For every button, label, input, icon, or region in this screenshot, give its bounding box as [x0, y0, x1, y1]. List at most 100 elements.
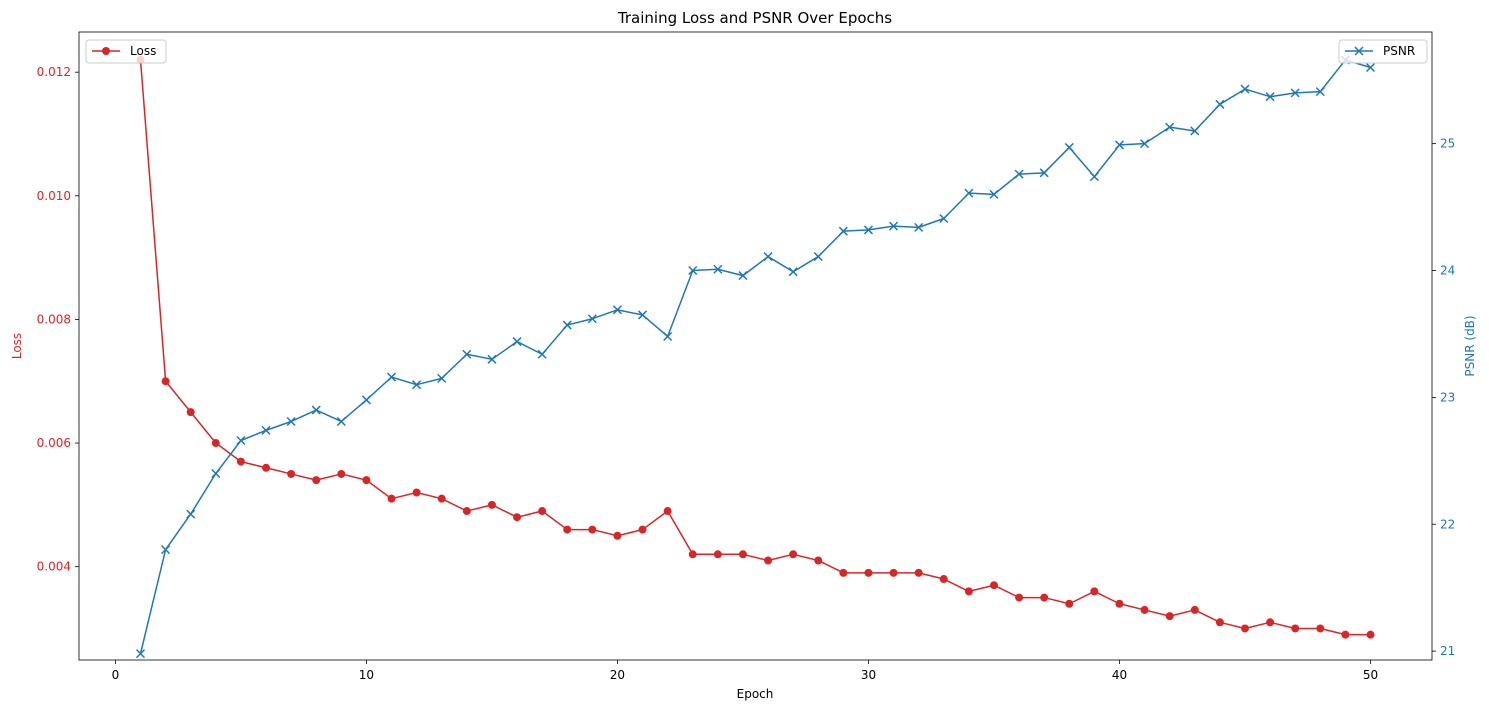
loss-point: [638, 525, 647, 534]
psnr-point: [336, 416, 346, 427]
x-axis-label: Epoch: [737, 687, 774, 701]
psnr-point: [638, 310, 648, 320]
psnr-tick-label: 24: [1440, 264, 1455, 278]
psnr-point: [462, 349, 472, 359]
loss-point: [914, 568, 923, 577]
loss-point: [462, 507, 471, 516]
loss-point: [889, 568, 898, 577]
loss-point: [1366, 630, 1375, 639]
loss-point: [563, 525, 572, 534]
loss-point: [1165, 612, 1174, 621]
psnr-point: [211, 468, 221, 479]
psnr-point: [236, 435, 246, 446]
x-tick-label: 0: [112, 668, 120, 682]
psnr-point: [1039, 168, 1049, 178]
loss-point: [513, 513, 522, 522]
psnr-point: [135, 649, 146, 659]
loss-point: [864, 568, 873, 577]
loss-point: [939, 575, 948, 584]
loss-point: [437, 494, 446, 503]
loss-point: [713, 550, 722, 559]
psnr-tick-label: 21: [1440, 644, 1455, 658]
loss-point: [1266, 618, 1275, 627]
x-tick-label: 30: [861, 668, 876, 682]
loss-point: [989, 581, 998, 590]
psnr-point: [1140, 139, 1150, 149]
psnr-point: [412, 380, 422, 390]
loss-tick-label: 0.008: [37, 312, 71, 326]
psnr-point: [1315, 87, 1325, 97]
psnr-point: [964, 188, 974, 198]
loss-point: [1316, 624, 1325, 633]
psnr-point: [612, 305, 622, 315]
psnr-tick-label: 23: [1440, 390, 1455, 404]
loss-point: [1190, 605, 1199, 614]
psnr-axis-ticks: 21 22 23 24 25: [1432, 137, 1455, 658]
loss-point: [337, 469, 346, 478]
loss-point: [764, 556, 773, 565]
psnr-legend-label: PSNR: [1383, 44, 1415, 58]
loss-point: [362, 476, 371, 485]
loss-point: [312, 476, 321, 485]
psnr-point: [1290, 88, 1300, 98]
loss-axis-ticks: 0.004 0.006 0.008 0.010 0.012: [37, 65, 79, 574]
loss-point: [487, 500, 496, 509]
psnr-point: [261, 425, 271, 435]
loss-point: [964, 587, 973, 596]
psnr-point: [1089, 172, 1099, 182]
loss-point: [412, 488, 421, 497]
psnr-point: [738, 271, 748, 281]
x-tick-label: 50: [1363, 668, 1378, 682]
psnr-legend-marker-swatch: [1354, 46, 1364, 56]
psnr-point: [939, 213, 949, 224]
psnr-point: [838, 226, 848, 236]
psnr-point: [537, 349, 547, 359]
psnr-point: [512, 337, 522, 347]
psnr-point: [386, 372, 397, 382]
loss-tick-label: 0.012: [37, 65, 71, 79]
chart-title: Training Loss and PSNR Over Epochs: [617, 9, 892, 27]
plot-frame: [78, 31, 1433, 661]
loss-point: [613, 531, 622, 540]
psnr-point: [1190, 126, 1200, 136]
x-tick-label: 40: [1112, 668, 1127, 682]
psnr-point: [1365, 62, 1376, 73]
plot-border: [78, 31, 1433, 661]
psnr-point: [813, 252, 823, 262]
psnr-tick-label: 22: [1440, 517, 1455, 531]
psnr-tick-label: 25: [1440, 137, 1455, 151]
psnr-point: [788, 267, 798, 277]
loss-point: [1065, 599, 1074, 608]
loss-point: [814, 556, 823, 565]
loss-point: [211, 439, 220, 448]
psnr-point: [889, 221, 899, 231]
psnr-point: [1114, 140, 1125, 150]
loss-point: [1291, 624, 1300, 633]
psnr-point: [863, 225, 873, 235]
psnr-point: [437, 373, 447, 383]
psnr-point: [914, 222, 924, 232]
loss-point: [236, 457, 245, 466]
series-layer: [135, 55, 1376, 659]
psnr-point: [587, 314, 597, 324]
loss-point: [262, 463, 271, 472]
loss-point: [387, 494, 396, 503]
psnr-point: [1064, 142, 1074, 152]
psnr-point: [1265, 92, 1275, 102]
loss-tick-label: 0.004: [37, 560, 71, 574]
loss-point: [1090, 587, 1099, 596]
loss-point: [789, 550, 798, 559]
loss-point: [1140, 605, 1149, 614]
psnr-point: [562, 320, 572, 330]
loss-point: [1240, 624, 1249, 633]
psnr-point: [688, 265, 698, 276]
loss-point: [738, 550, 747, 559]
x-tick-label: 20: [610, 668, 625, 682]
loss-point: [1215, 618, 1224, 627]
loss-legend-marker-swatch: [102, 47, 110, 55]
x-tick-label: 10: [359, 668, 374, 682]
psnr-point: [1014, 169, 1024, 179]
psnr-point: [713, 264, 723, 274]
loss-tick-label: 0.006: [37, 436, 71, 450]
